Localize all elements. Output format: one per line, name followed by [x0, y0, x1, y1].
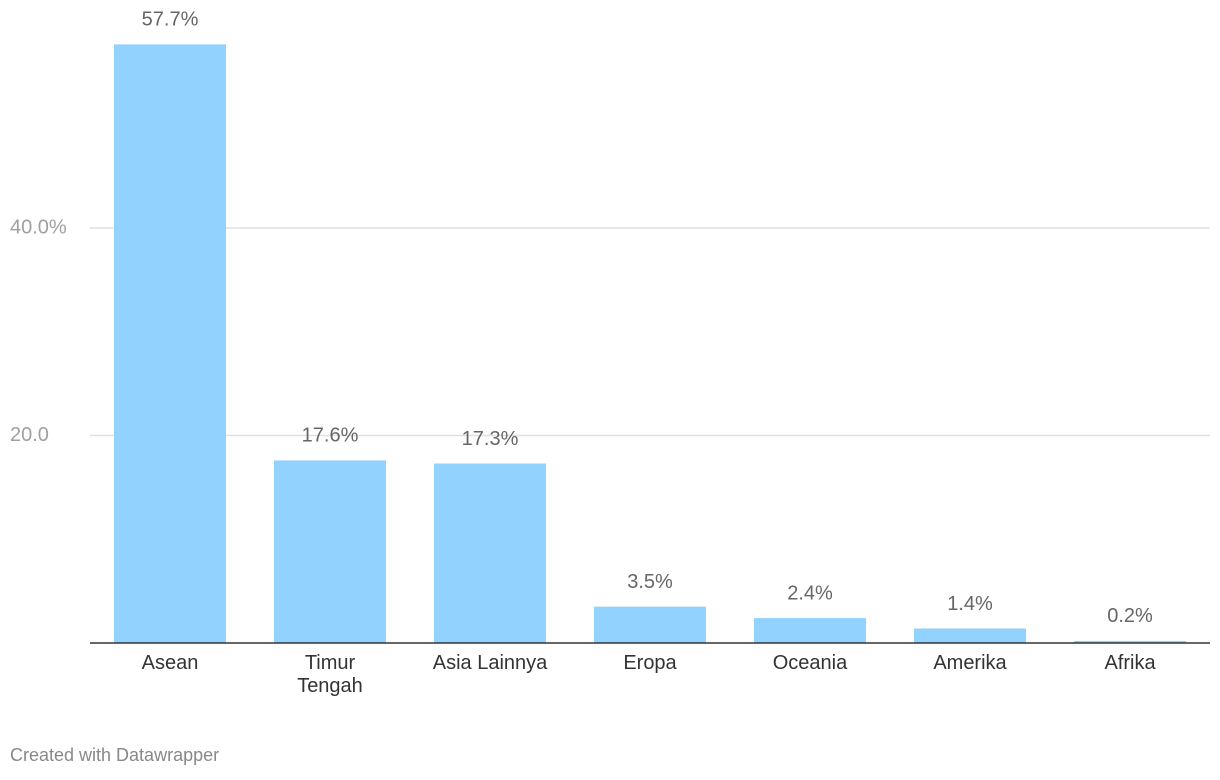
bar [1074, 640, 1186, 643]
value-label: 57.7% [142, 9, 199, 31]
bar [754, 618, 866, 643]
bar [594, 606, 706, 643]
y-tick-label: 20.0 [10, 424, 49, 446]
bar [434, 463, 546, 643]
bar [914, 628, 1026, 643]
value-label: 3.5% [627, 571, 673, 593]
footer: Created with Datawrapper [10, 745, 220, 765]
x-tick-label: Asean [141, 652, 199, 674]
value-label: 17.6% [302, 425, 359, 447]
value-label: 1.4% [947, 593, 993, 615]
x-tick-label: Afrika [1104, 652, 1156, 674]
x-tick-label: Oceania [772, 652, 848, 674]
value-label: 0.2% [1107, 605, 1153, 627]
value-label: 17.3% [462, 428, 519, 450]
bar [274, 460, 386, 643]
x-tick-label: Amerika [933, 652, 1007, 674]
value-label: 2.4% [787, 582, 833, 604]
bar [114, 44, 226, 644]
x-tick-label: Asia Lainnya [432, 652, 548, 674]
x-tick-label: Timur Tengah [297, 652, 363, 697]
y-tick-label: 40.0% [10, 216, 67, 238]
x-tick-label: Eropa [623, 652, 677, 674]
